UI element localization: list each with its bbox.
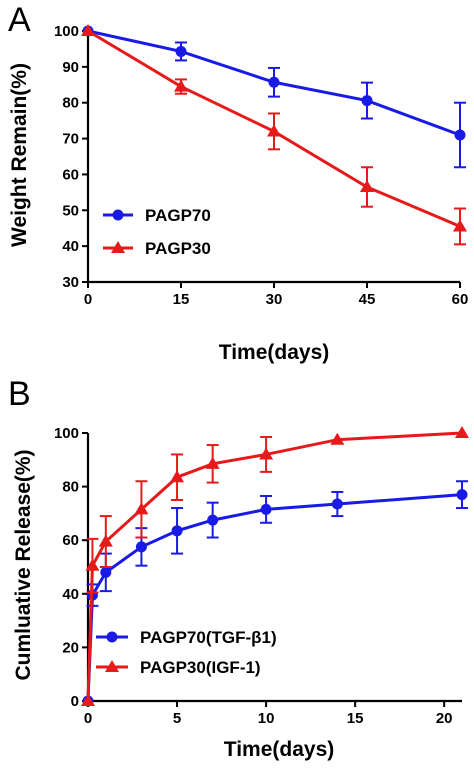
panel-b-data-point xyxy=(205,456,220,469)
panel-a-data-point xyxy=(268,76,280,88)
panel-a-y-tick-label: 30 xyxy=(62,274,79,291)
panel-b-y-tick-label: 100 xyxy=(54,425,79,442)
panel-b-data-point xyxy=(330,432,345,445)
panel-b-data-point xyxy=(170,470,185,483)
panel-b-data-point xyxy=(259,447,274,460)
panel-b-x-tick-label: 20 xyxy=(436,710,453,727)
panel-b-data-point xyxy=(455,426,469,439)
panel-a-data-point xyxy=(454,129,466,141)
panel-a-y-tick-label: 50 xyxy=(62,202,79,219)
panel-a-data-point xyxy=(361,95,373,107)
panel-a-y-tick-label: 90 xyxy=(62,59,79,76)
panel-a-series-2 xyxy=(81,24,467,246)
panel-a-x-tick-label: 0 xyxy=(84,291,92,308)
panel-a-legend-marker xyxy=(111,241,125,254)
panel-b-data-point xyxy=(456,489,468,501)
panel-a-data-point xyxy=(81,24,95,37)
panel-a-y-axis-title: Weight Remain(%) xyxy=(8,63,31,247)
panel-b-y-tick-label: 80 xyxy=(62,479,79,496)
panel-b-data-point xyxy=(85,558,100,571)
panel-a-y-tick-label: 40 xyxy=(62,238,79,255)
panel-b-y-tick-label: 40 xyxy=(62,586,79,603)
panel-b-data-point xyxy=(207,514,219,526)
panel-a-label: A xyxy=(8,1,31,39)
panel-a-data-point xyxy=(175,45,187,57)
panel-b-data-point xyxy=(81,694,95,707)
panel-b-data-point xyxy=(260,503,272,515)
panel-b-x-tick-label: 5 xyxy=(173,710,181,727)
panel-a-y-tick-label: 60 xyxy=(62,166,79,183)
panel-a-data-point xyxy=(453,219,467,232)
panel-a-y-tick-label: 80 xyxy=(62,95,79,112)
panel-b-legend-marker xyxy=(105,660,119,673)
panel-a-x-tick-label: 45 xyxy=(359,291,376,308)
panel-b-x-tick-label: 0 xyxy=(84,710,92,727)
panel-b-x-axis-title: Time(days) xyxy=(224,738,335,761)
panel-a-y-tick-label: 70 xyxy=(62,131,79,148)
panel-a-x-axis-title: Time(days) xyxy=(219,341,330,364)
panel-a-data-point xyxy=(267,124,281,137)
panel-b-data-point xyxy=(331,498,343,510)
panel-b-label: B xyxy=(8,375,31,413)
panel-b-data-point xyxy=(134,502,149,515)
panel-a-data-point xyxy=(174,79,188,92)
panel-a-weight-remain-chart: A Weight Remain(%) Time(days) 30 40 50 60 70… xyxy=(8,1,468,364)
panel-b-y-axis-title: Cumluative Release(%) xyxy=(12,449,35,680)
panel-a-y-tick-label: 100 xyxy=(54,23,79,40)
panel-b-y-tick-label: 20 xyxy=(62,639,79,656)
panel-b-legend-label: PAGP30(IGF-1) xyxy=(140,658,261,677)
panel-a-legend-label: PAGP70 xyxy=(145,206,211,225)
panel-a-legend-label: PAGP30 xyxy=(145,239,211,258)
panel-b-series-2 xyxy=(81,426,469,707)
panel-b-cumulative-release-chart: B Cumluative Release(%) Time(days) 0 20 40… xyxy=(8,375,469,761)
panel-a-data-point xyxy=(360,179,374,193)
panel-b-data-point xyxy=(100,566,112,578)
panel-b-legend-marker xyxy=(106,631,118,643)
panel-b-x-tick-label: 10 xyxy=(258,710,275,727)
panel-b-data-point xyxy=(98,534,113,547)
panel-b-y-tick-label: 60 xyxy=(62,532,79,549)
panel-b-x-tick-label: 15 xyxy=(347,710,364,727)
panel-b-data-point xyxy=(171,525,183,537)
panel-b-legend-label: PAGP70(TGF-β1) xyxy=(140,628,277,647)
panel-a-x-tick-label: 30 xyxy=(266,291,283,308)
panel-a-x-tick-label: 15 xyxy=(173,291,190,308)
panel-a-x-tick-label: 60 xyxy=(452,291,469,308)
panel-a-legend-marker xyxy=(112,209,124,221)
panel-b-data-point xyxy=(135,541,147,553)
panel-b-y-tick-label: 0 xyxy=(71,693,79,710)
